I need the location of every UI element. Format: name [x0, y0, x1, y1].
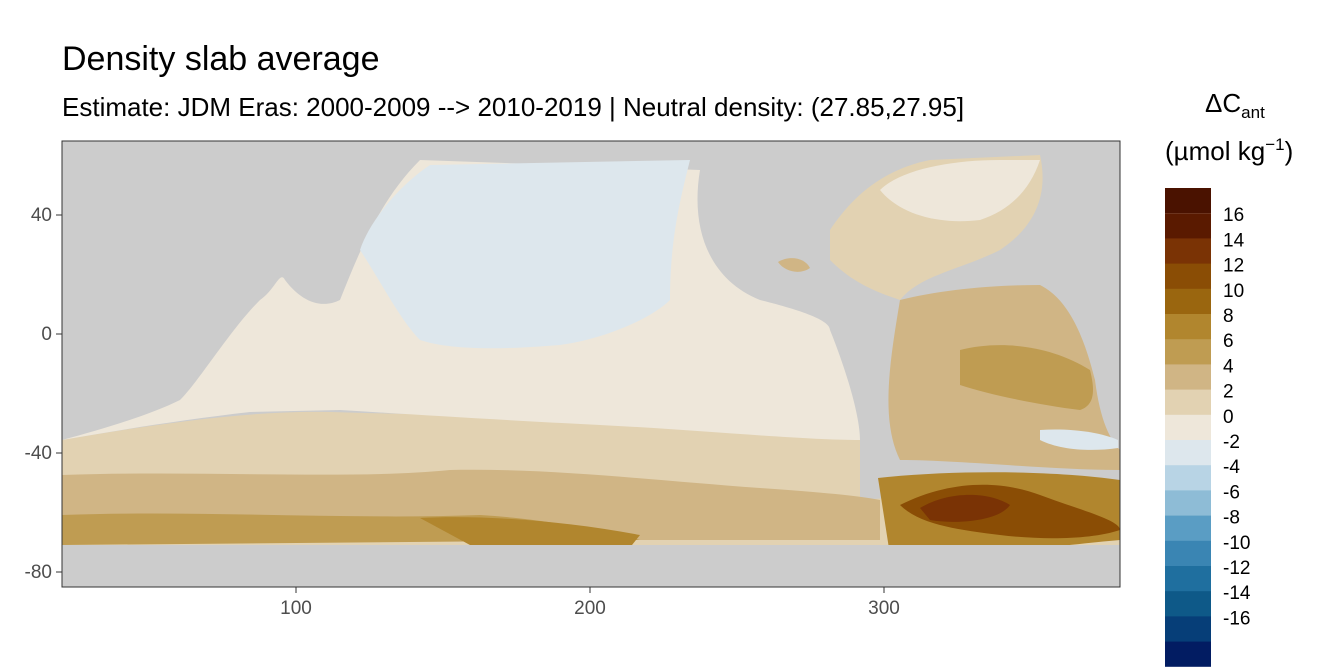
- weddell-core: [920, 494, 1010, 522]
- legend-unit: (µmol kg−1): [1165, 135, 1293, 166]
- legend-swatch: [1165, 213, 1211, 239]
- legend-unit-close: ): [1285, 136, 1294, 166]
- y-axis: 40 0 -40 -80: [25, 205, 62, 583]
- y-tick-label: 0: [41, 324, 52, 345]
- legend-title-main: ΔC: [1205, 88, 1241, 118]
- y-tick-label: -40: [25, 443, 52, 464]
- legend-label: 4: [1223, 356, 1234, 377]
- plot-title: Density slab average: [62, 40, 380, 78]
- plot-subtitle: Estimate: JDM Eras: 2000-2009 --> 2010-2…: [62, 92, 965, 122]
- legend-label: -14: [1223, 583, 1251, 604]
- legend-swatch: [1165, 591, 1211, 617]
- legend-label: 16: [1223, 205, 1244, 226]
- legend: ΔCant (µmol kg−1) 16 14 12 10 8 6 4 2 0 -2 -4 -6 -8 -…: [1165, 88, 1293, 667]
- x-tick-label: 200: [574, 598, 606, 619]
- legend-unit-open: (µmol kg: [1165, 136, 1265, 166]
- gulf-of-mexico: [778, 258, 810, 272]
- legend-label: -16: [1223, 608, 1250, 629]
- legend-swatch: [1165, 364, 1211, 391]
- legend-colorbar: [1165, 188, 1211, 667]
- legend-swatch: [1165, 414, 1211, 441]
- legend-swatch: [1165, 263, 1211, 290]
- legend-unit-sup: −1: [1265, 135, 1284, 154]
- y-tick-label: 40: [31, 205, 52, 226]
- legend-swatch: [1165, 641, 1211, 667]
- legend-label: 2: [1223, 382, 1234, 403]
- legend-labels: 16 14 12 10 8 6 4 2 0 -2 -4 -6 -8 -10 -12 -14 -16: [1223, 205, 1251, 629]
- legend-swatch: [1165, 465, 1211, 491]
- legend-label: -2: [1223, 432, 1240, 453]
- indian-ocean: [62, 277, 355, 440]
- x-tick-label: 100: [280, 598, 312, 619]
- legend-label: -8: [1223, 508, 1240, 529]
- map-panel: [62, 141, 1120, 587]
- legend-title: ΔCant: [1205, 88, 1265, 122]
- legend-swatch: [1165, 490, 1211, 517]
- legend-label: 10: [1223, 281, 1244, 302]
- legend-label: -12: [1223, 558, 1250, 579]
- legend-swatch: [1165, 515, 1211, 542]
- legend-swatch: [1165, 566, 1211, 592]
- north-pacific-blue: [360, 160, 690, 349]
- legend-swatch: [1165, 314, 1211, 340]
- legend-label: -6: [1223, 482, 1240, 503]
- north-atlantic-pale: [880, 160, 1040, 222]
- legend-swatch: [1165, 616, 1211, 643]
- panel-frame: [61, 140, 1121, 588]
- legend-label: 14: [1223, 230, 1245, 251]
- legend-swatch: [1165, 288, 1211, 315]
- antarctica: [62, 545, 1120, 587]
- south-atlantic-darker: [960, 345, 1093, 410]
- legend-label: -10: [1223, 533, 1250, 554]
- legend-label: 12: [1223, 256, 1244, 277]
- x-axis: 100 200 300: [280, 587, 900, 619]
- legend-label: 6: [1223, 331, 1234, 352]
- legend-swatch: [1165, 440, 1211, 466]
- legend-swatch: [1165, 188, 1211, 214]
- legend-label: 8: [1223, 306, 1234, 327]
- legend-label: -4: [1223, 457, 1240, 478]
- legend-swatch: [1165, 540, 1211, 567]
- legend-swatch: [1165, 238, 1211, 265]
- legend-swatch: [1165, 339, 1211, 365]
- y-tick-label: -80: [25, 562, 52, 583]
- south-atlantic-blue-patch: [1040, 429, 1118, 450]
- legend-swatch: [1165, 389, 1211, 416]
- legend-label: 0: [1223, 407, 1234, 428]
- legend-title-sub: ant: [1241, 103, 1265, 122]
- x-tick-label: 300: [868, 598, 900, 619]
